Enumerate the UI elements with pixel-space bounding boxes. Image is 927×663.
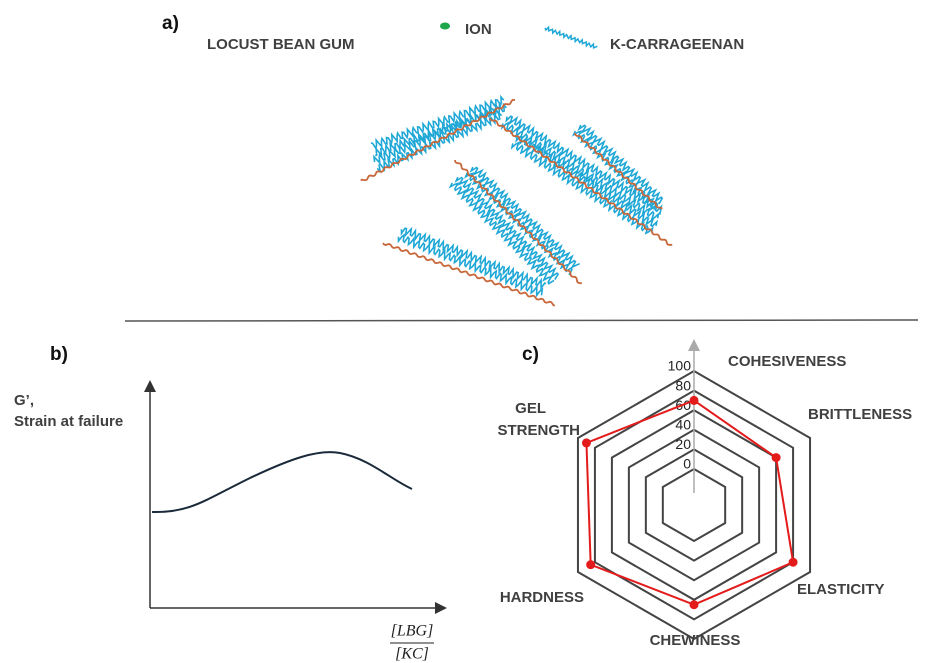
y-axis-label: Strain at failure — [14, 413, 123, 430]
separator — [125, 320, 918, 321]
data-point — [586, 560, 595, 569]
data-point — [582, 438, 591, 447]
carrageenan-strand — [456, 177, 558, 279]
panel-label: c) — [522, 344, 539, 365]
figure: a) LOCUST BEAN GUM ION K-CARRAGEENAN b) … — [0, 0, 927, 663]
data-point — [690, 396, 699, 405]
category-label: ELASTICITY — [797, 581, 885, 598]
legend-label: ION — [465, 21, 492, 38]
trend-curve — [152, 452, 412, 512]
ion-icon — [440, 23, 450, 30]
category-label: BRITTLENESS — [808, 406, 912, 423]
x-axis-label: [KC] — [395, 646, 429, 663]
data-point — [772, 453, 781, 462]
panel-label: b) — [50, 344, 68, 365]
r-tick-label: 80 — [675, 377, 691, 393]
category-label: HARDNESS — [500, 589, 584, 606]
data-point — [690, 600, 699, 609]
gel-network — [361, 97, 673, 306]
carrageenan-strand — [516, 136, 656, 226]
r-tick-label: 20 — [675, 436, 691, 452]
y-axis-label: G’, — [14, 392, 34, 409]
r-tick-label: 40 — [675, 417, 691, 433]
carrageenan-icon — [545, 27, 597, 48]
category-label: COHESIVENESS — [728, 353, 846, 370]
r-tick-label: 100 — [668, 358, 692, 374]
legend-label: K-CARRAGEENAN — [610, 36, 744, 53]
data-point — [789, 558, 798, 567]
carrageenan-strand — [371, 97, 504, 148]
panel-label: a) — [162, 13, 179, 34]
category-label: CHEWINESS — [650, 632, 741, 649]
x-axis-label: [LBG] — [391, 623, 434, 640]
legend-label: LOCUST BEAN GUM — [207, 36, 355, 53]
r-tick-label: 0 — [683, 456, 691, 472]
wave — [545, 27, 597, 48]
